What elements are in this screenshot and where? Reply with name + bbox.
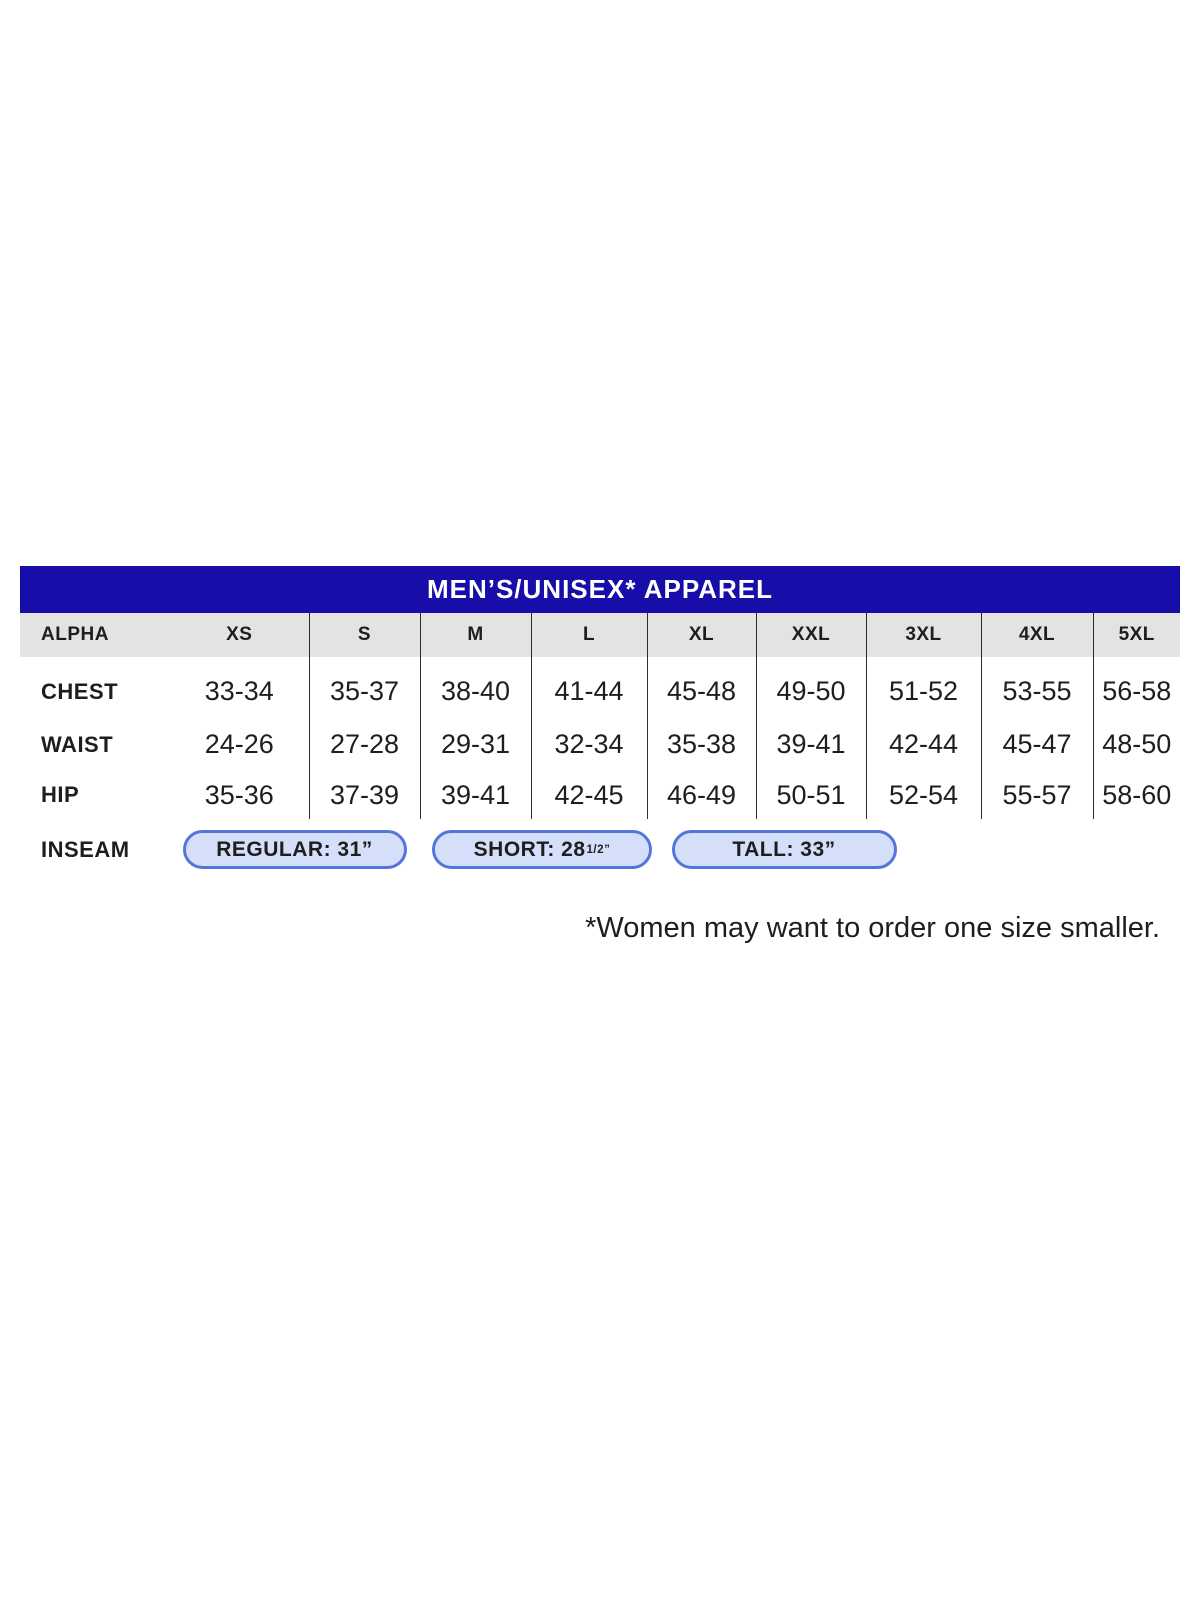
waist-xl: 35-38	[647, 718, 757, 771]
chest-xl: 45-48	[647, 665, 757, 718]
header-alpha: ALPHA	[41, 624, 109, 645]
chart-title-bar: MEN’S/UNISEX* APPAREL	[20, 566, 1180, 613]
inseam-pill-short: SHORT: 28 1/2”	[432, 830, 652, 869]
footnote: *Women may want to order one size smalle…	[585, 912, 1160, 944]
hip-5xl: 58-60	[1102, 779, 1172, 810]
header-xs: XS	[170, 613, 310, 657]
waist-xxl: 39-41	[756, 718, 867, 771]
table-row-hip: HIP 35-36 37-39 39-41 42-45 46-49 50-51 …	[20, 771, 1180, 819]
inseam-row: INSEAM REGULAR: 31” SHORT: 28 1/2” TALL: …	[20, 819, 1180, 875]
inseam-pill-tall-text: TALL: 33”	[732, 837, 836, 861]
chest-xxl: 49-50	[756, 665, 867, 718]
header-4xl: 4XL	[981, 613, 1094, 657]
hip-m: 39-41	[420, 771, 532, 819]
size-chart: MEN’S/UNISEX* APPAREL ALPHA XS S M L XL …	[20, 566, 1180, 875]
header-l: L	[531, 613, 648, 657]
header-xl: XL	[647, 613, 757, 657]
header-row: ALPHA XS S M L XL XXL 3XL 4XL 5XL	[20, 613, 1180, 657]
chest-s: 35-37	[309, 665, 421, 718]
inseam-pill-regular-text: REGULAR: 31”	[216, 837, 373, 861]
chart-title: MEN’S/UNISEX* APPAREL	[426, 574, 774, 604]
header-5xl: 5XL	[1118, 624, 1155, 645]
row-label-hip: HIP	[41, 782, 80, 807]
inseam-pill-short-text: SHORT: 28	[473, 837, 586, 861]
waist-s: 27-28	[309, 718, 421, 771]
row-label-chest: CHEST	[41, 678, 119, 704]
chest-4xl: 53-55	[981, 665, 1094, 718]
hip-4xl: 55-57	[981, 771, 1094, 819]
waist-4xl: 45-47	[981, 718, 1094, 771]
chest-3xl: 51-52	[866, 665, 982, 718]
header-3xl: 3XL	[866, 613, 982, 657]
waist-l: 32-34	[531, 718, 648, 771]
header-xxl: XXL	[756, 613, 867, 657]
chest-xs: 33-34	[170, 665, 310, 718]
table-row-chest: CHEST 33-34 35-37 38-40 41-44 45-48 49-5…	[20, 665, 1180, 718]
inseam-pill-tall: TALL: 33”	[672, 830, 897, 869]
hip-xs: 35-36	[170, 771, 310, 819]
hip-xxl: 50-51	[756, 771, 867, 819]
hip-s: 37-39	[309, 771, 421, 819]
inseam-pill-regular: REGULAR: 31”	[183, 830, 407, 869]
row-label-waist: WAIST	[41, 731, 114, 757]
hip-xl: 46-49	[647, 771, 757, 819]
header-m: M	[420, 613, 532, 657]
hip-3xl: 52-54	[866, 771, 982, 819]
waist-3xl: 42-44	[866, 718, 982, 771]
row-label-inseam: INSEAM	[41, 837, 130, 862]
waist-5xl: 48-50	[1102, 729, 1172, 759]
chest-l: 41-44	[531, 665, 648, 718]
header-s: S	[309, 613, 421, 657]
table-row-waist: WAIST 24-26 27-28 29-31 32-34 35-38 39-4…	[20, 718, 1180, 771]
chest-5xl: 56-58	[1102, 676, 1172, 706]
chest-m: 38-40	[420, 665, 532, 718]
waist-xs: 24-26	[170, 718, 310, 771]
size-table: ALPHA XS S M L XL XXL 3XL 4XL 5XL CHEST …	[20, 613, 1180, 819]
spacer-row	[20, 657, 1180, 665]
hip-l: 42-45	[531, 771, 648, 819]
waist-m: 29-31	[420, 718, 532, 771]
